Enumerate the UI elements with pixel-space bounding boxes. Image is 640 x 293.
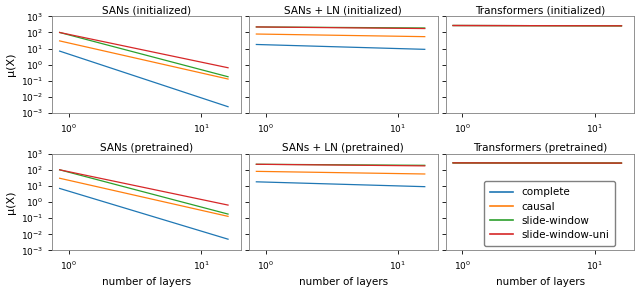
Y-axis label: μ(X): μ(X): [6, 190, 15, 214]
Legend: complete, causal, slide-window, slide-window-uni: complete, causal, slide-window, slide-wi…: [484, 181, 615, 246]
Title: SANs + LN (pretrained): SANs + LN (pretrained): [282, 143, 404, 153]
Title: SANs (initialized): SANs (initialized): [102, 6, 191, 16]
Title: SANs + LN (initialized): SANs + LN (initialized): [285, 6, 403, 16]
Title: Transformers (initialized): Transformers (initialized): [475, 6, 605, 16]
Y-axis label: μ(X): μ(X): [6, 53, 15, 76]
X-axis label: number of layers: number of layers: [495, 277, 585, 287]
X-axis label: number of layers: number of layers: [102, 277, 191, 287]
Title: Transformers (pretrained): Transformers (pretrained): [473, 143, 607, 153]
X-axis label: number of layers: number of layers: [299, 277, 388, 287]
Title: SANs (pretrained): SANs (pretrained): [100, 143, 193, 153]
